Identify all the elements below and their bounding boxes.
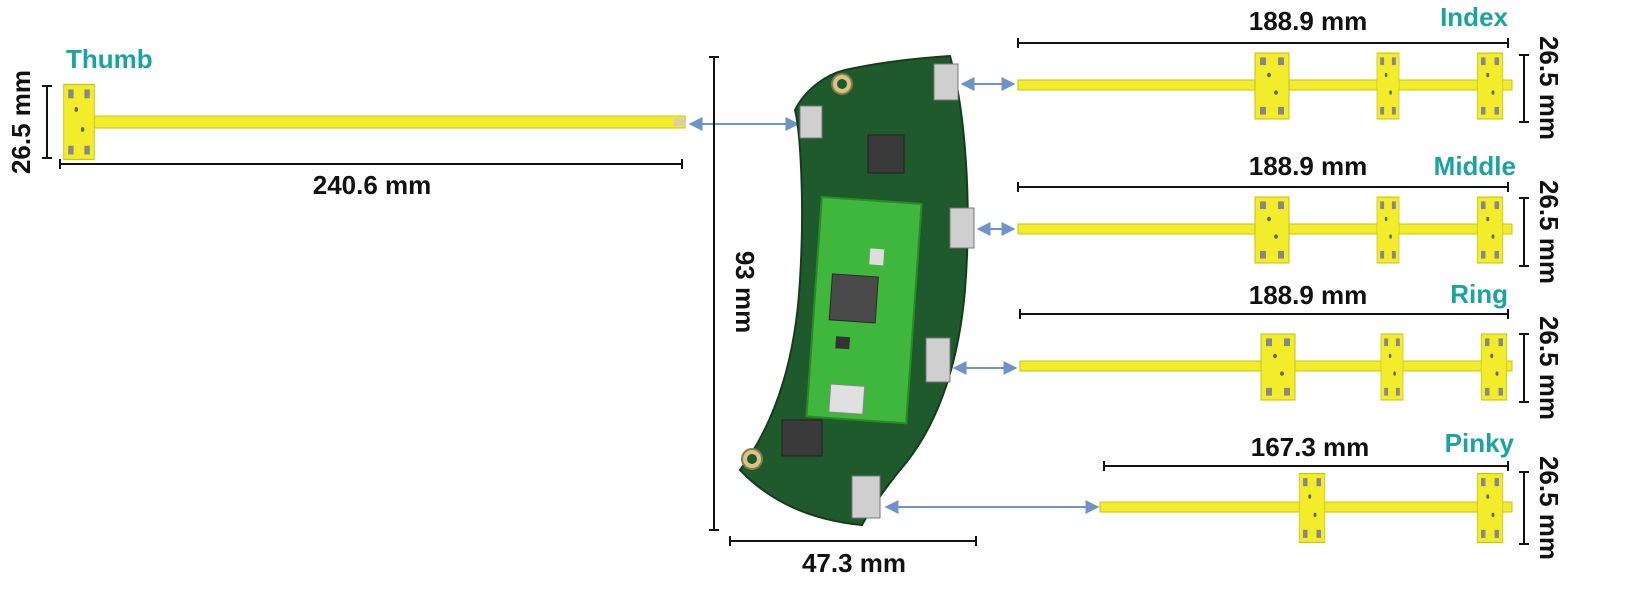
thumb-label: Thumb <box>66 44 153 74</box>
middle-sensor-pad-3 <box>1476 196 1504 264</box>
ring-label: Ring <box>1450 279 1508 309</box>
mux-chip-bottom <box>781 419 823 457</box>
middle-sensor-pad-2 <box>1376 196 1400 264</box>
index-label: Index <box>1440 2 1508 32</box>
index-sensor-pad-2 <box>1376 52 1400 120</box>
middle-sensor: Middle 188.9 mm 26.5 mm <box>976 151 1564 284</box>
connector-index <box>933 63 959 101</box>
ring-sensor-pad-1 <box>1260 333 1296 401</box>
index-width-label: 26.5 mm <box>1534 36 1564 140</box>
ring-width-label: 26.5 mm <box>1534 316 1564 420</box>
board-width-label: 47.3 mm <box>802 548 906 578</box>
pinky-width-label: 26.5 mm <box>1534 456 1564 560</box>
ring-length-label: 188.9 mm <box>1249 280 1368 310</box>
index-length-label: 188.9 mm <box>1249 6 1368 36</box>
ring-sensor: Ring 188.9 mm 26.5 mm <box>952 279 1564 420</box>
pinky-length-label: 167.3 mm <box>1251 432 1370 462</box>
connector-thumb <box>799 105 823 139</box>
thumb-length-label: 240.6 mm <box>313 170 432 200</box>
pinky-label: Pinky <box>1445 428 1515 458</box>
connector-middle <box>949 207 975 249</box>
index-sensor-pad-3 <box>1476 52 1504 120</box>
usb-connector <box>828 383 866 415</box>
connector-pinky <box>851 475 881 519</box>
middle-length-label: 188.9 mm <box>1249 151 1368 181</box>
middle-sensor-pad-1 <box>1254 196 1290 264</box>
thumb-sensor: Thumb 26.5 mm 240.6 mm <box>6 44 800 200</box>
main-pcb <box>738 54 975 527</box>
pinky-sensor: Pinky 167.3 mm 26.5 mm <box>884 428 1564 560</box>
thumb-sensor-pad <box>63 83 95 161</box>
mcu-board <box>805 195 923 425</box>
ring-sensor-pad-3 <box>1480 333 1508 401</box>
thumb-flex-strip <box>77 115 686 129</box>
pinky-sensor-pad-2 <box>1476 472 1504 544</box>
middle-label: Middle <box>1434 151 1516 181</box>
connector-ring <box>925 337 951 383</box>
thumb-width-label: 26.5 mm <box>6 70 36 174</box>
middle-width-label: 26.5 mm <box>1534 180 1564 284</box>
mcu-chip <box>828 273 879 324</box>
board-height-label: 93 mm <box>730 251 760 333</box>
pinky-sensor-pad-1 <box>1298 472 1326 544</box>
index-sensor: Index 188.9 mm 26.5 mm <box>960 2 1564 140</box>
main-board-dimensions: 93 mm 47.3 mm <box>709 56 977 578</box>
mux-chip-top <box>867 134 905 174</box>
index-sensor-pad-1 <box>1254 52 1290 120</box>
ring-sensor-pad-2 <box>1380 333 1404 401</box>
